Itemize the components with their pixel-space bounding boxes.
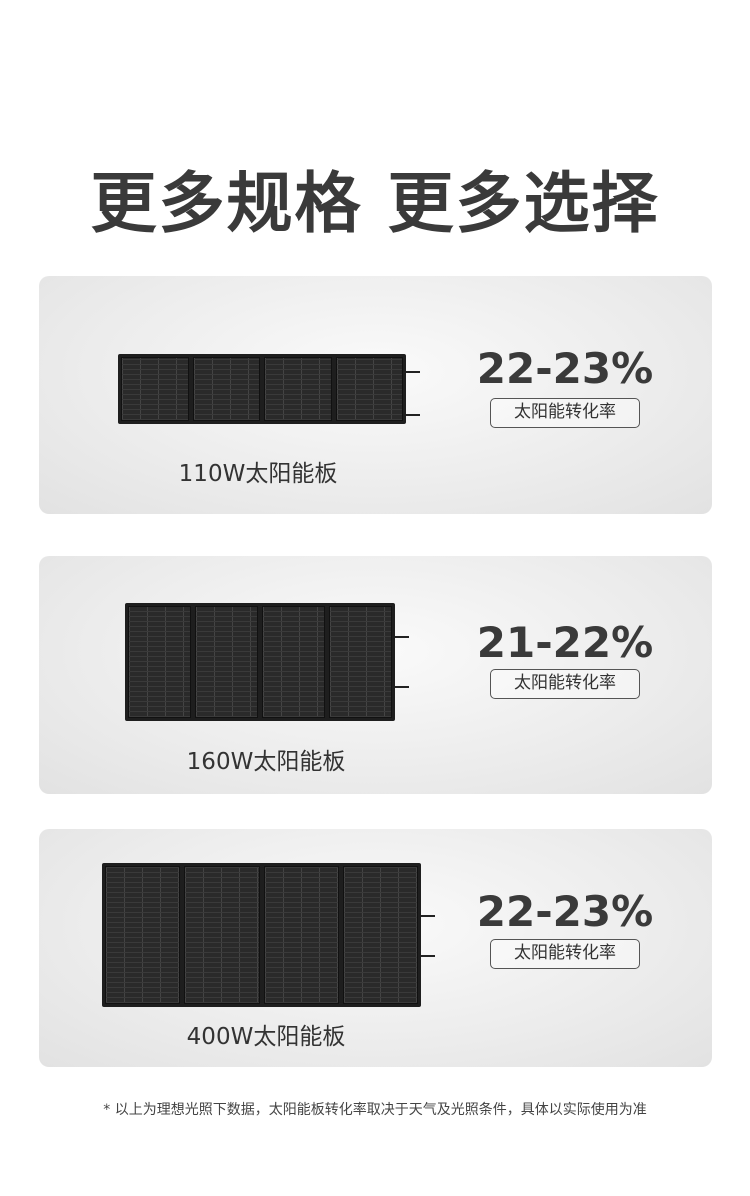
solar-panel-160w-image bbox=[125, 603, 395, 721]
product-card-160w: 160W太阳能板 21-22% 太阳能转化率 bbox=[39, 556, 712, 794]
efficiency-badge: 太阳能转化率 bbox=[490, 939, 640, 969]
product-name: 160W太阳能板 bbox=[186, 749, 346, 775]
footnote: * 以上为理想光照下数据，太阳能板转化率取决于天气及光照条件，具体以实际使用为准 bbox=[103, 1102, 647, 1118]
efficiency-value: 22-23% bbox=[476, 344, 654, 393]
product-name: 110W太阳能板 bbox=[178, 461, 338, 487]
efficiency-value: 22-23% bbox=[476, 887, 654, 936]
efficiency-badge: 太阳能转化率 bbox=[490, 398, 640, 428]
product-card-400w: 400W太阳能板 22-23% 太阳能转化率 bbox=[39, 829, 712, 1067]
product-name: 400W太阳能板 bbox=[186, 1024, 346, 1050]
page-title: 更多规格 更多选择 bbox=[90, 165, 660, 242]
efficiency-badge: 太阳能转化率 bbox=[490, 669, 640, 699]
solar-panel-110w-image bbox=[118, 354, 406, 424]
solar-panel-400w-image bbox=[102, 863, 421, 1007]
efficiency-value: 21-22% bbox=[476, 618, 654, 667]
product-card-110w: 110W太阳能板 22-23% 太阳能转化率 bbox=[39, 276, 712, 514]
